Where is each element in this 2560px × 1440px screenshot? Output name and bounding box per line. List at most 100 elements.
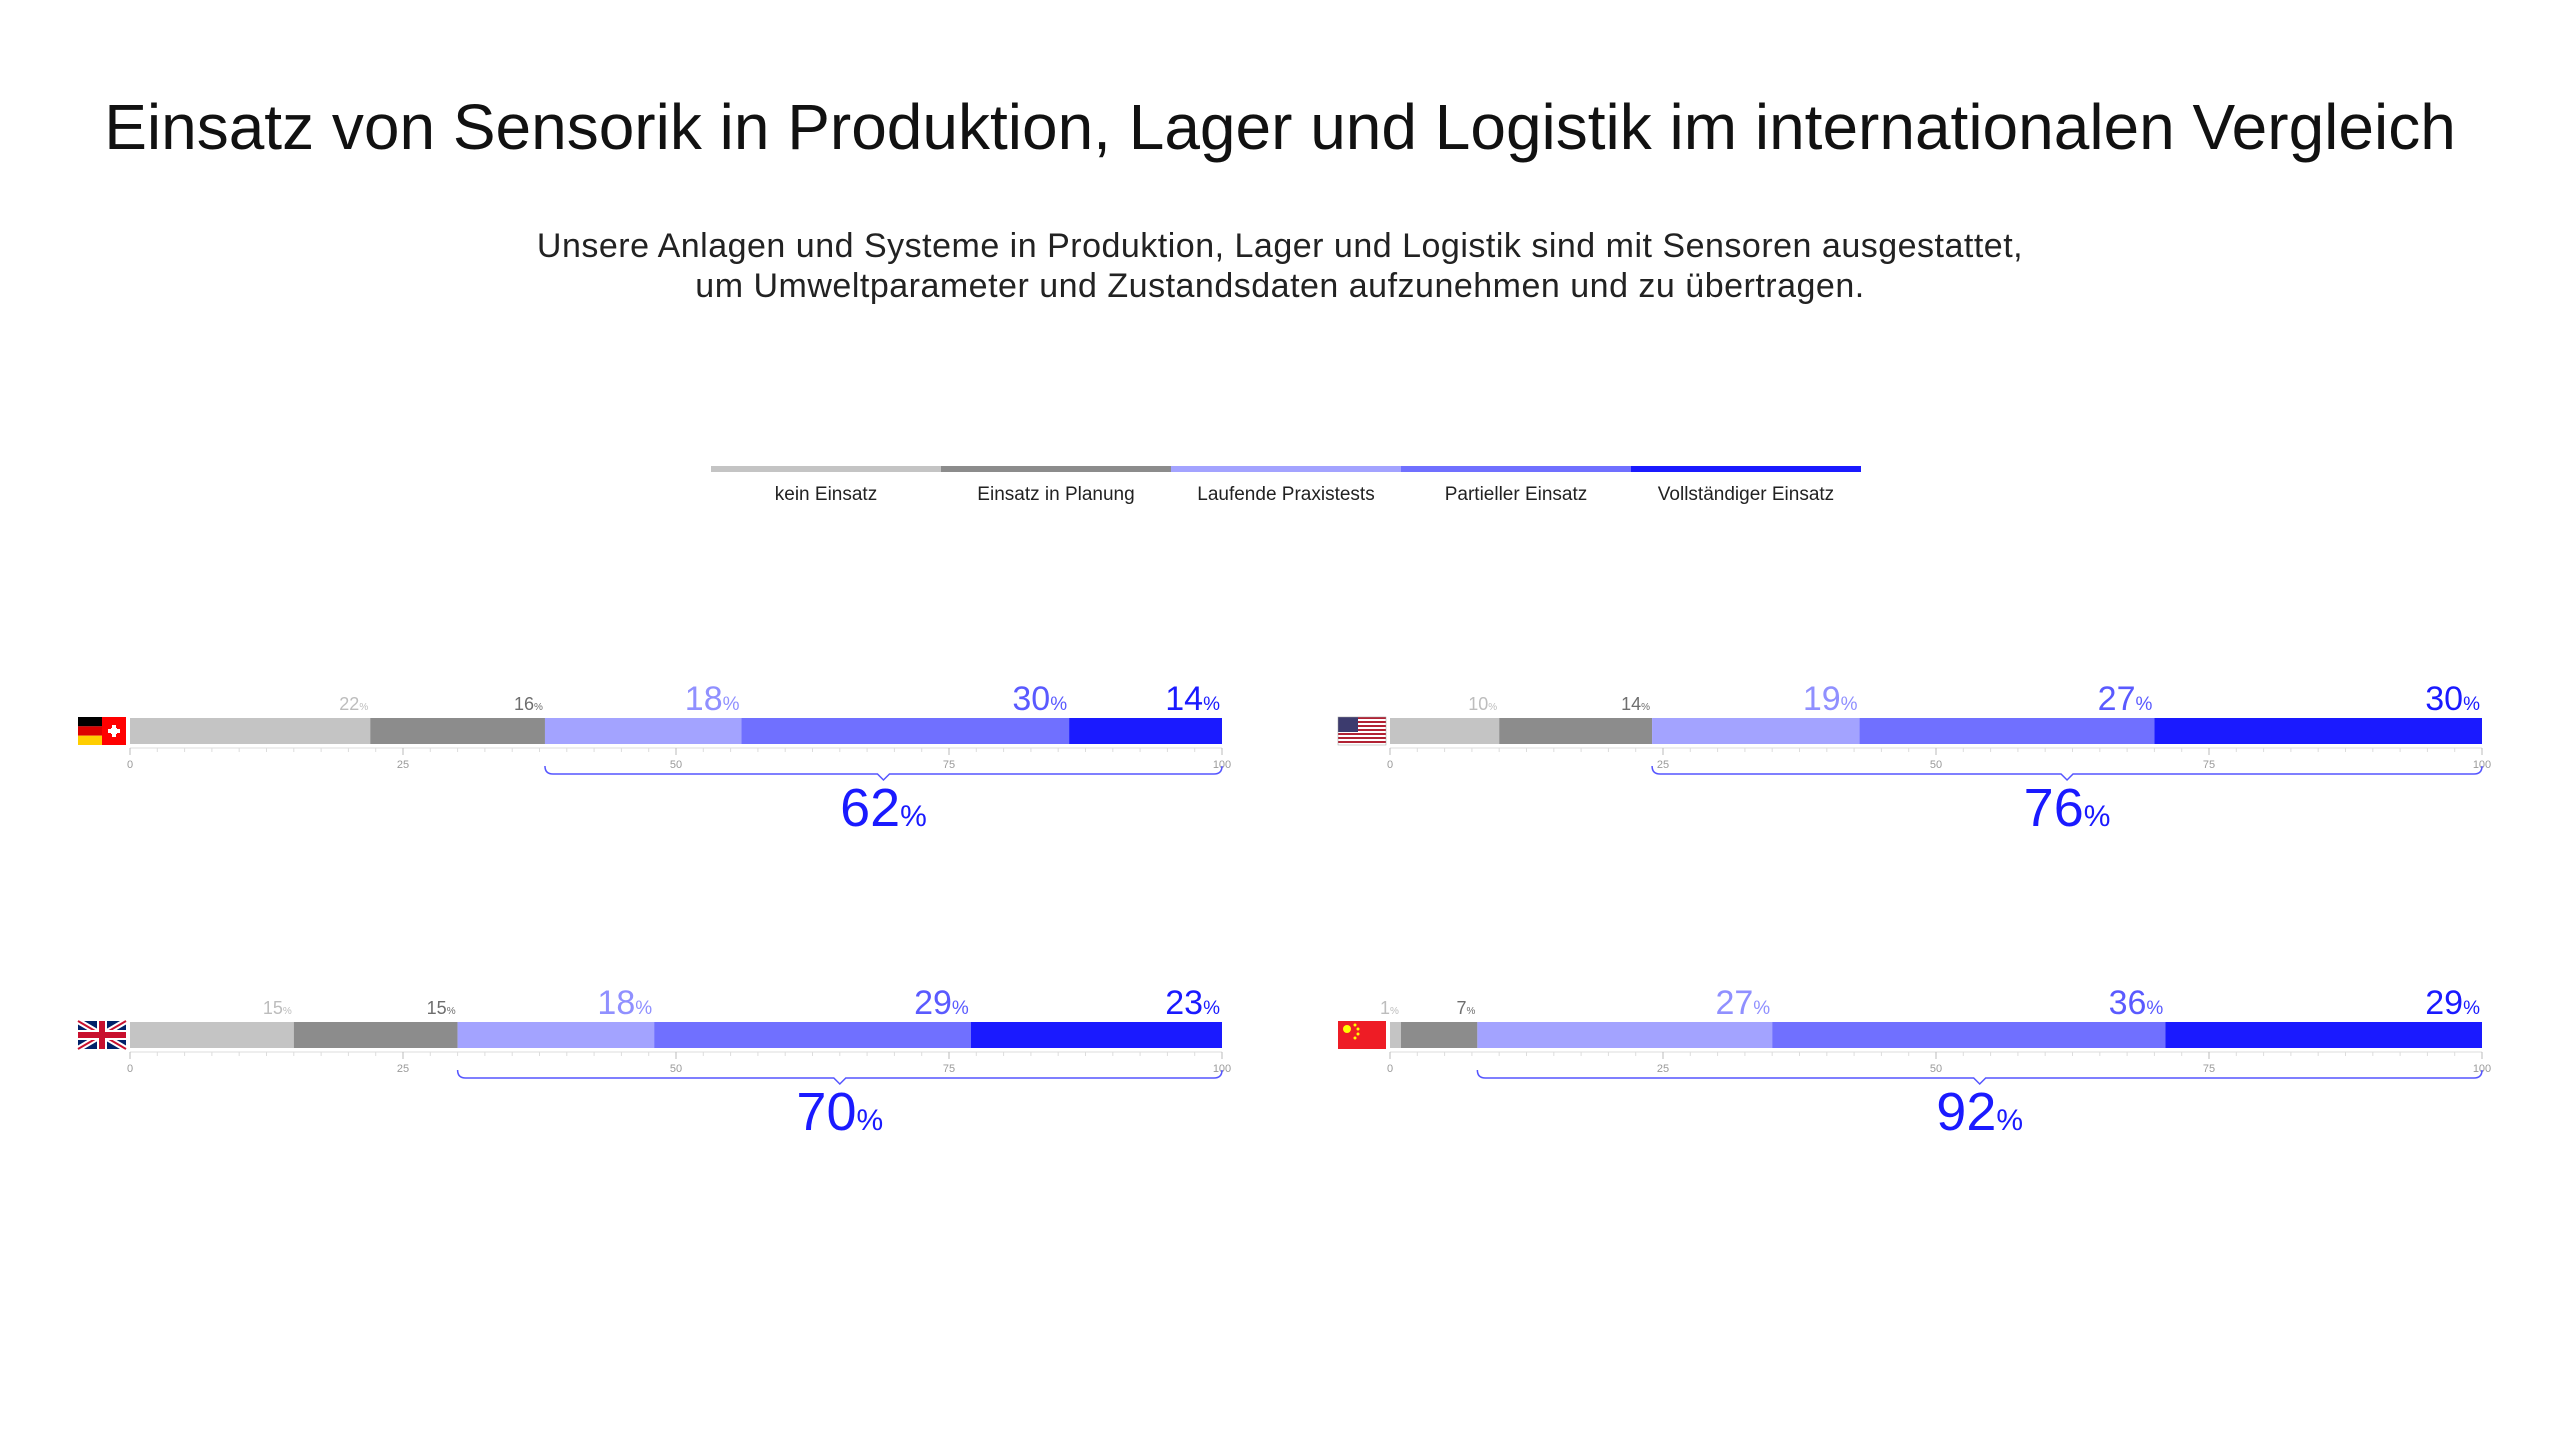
value: 29	[2425, 984, 2463, 1022]
flag-stripe	[1338, 735, 1386, 737]
percent-sign: %	[534, 702, 543, 713]
bar-segment	[293, 1022, 458, 1048]
x-tick-label: 25	[1657, 759, 1669, 771]
percent-sign: %	[2463, 694, 2480, 715]
bar-segment	[1772, 1022, 2166, 1048]
subtitle-line-1: Unsere Anlagen und Systeme in Produktion…	[536, 227, 2024, 265]
bar-segment	[1390, 1022, 1401, 1048]
x-tick-label: 25	[397, 759, 409, 771]
flag-stripe	[1338, 723, 1386, 725]
bar-segment	[2154, 718, 2482, 744]
segment-value-label: 22%	[339, 694, 368, 714]
flag-star	[1353, 1023, 1357, 1027]
legend-label: Partieller Einsatz	[1444, 484, 1588, 505]
segment-value-label: 27%	[1715, 984, 1770, 1022]
legend-item-laufende-praxistests: Laufende Praxistests	[1171, 466, 1401, 516]
x-tick-label: 25	[1657, 1063, 1669, 1075]
segment-value-label: 18%	[597, 984, 652, 1022]
value: 14	[1165, 680, 1203, 718]
bar-segment	[1652, 718, 1860, 744]
segment-value-label: 1%	[1380, 998, 1399, 1018]
percent-sign: %	[1390, 1006, 1399, 1017]
flag-star	[1353, 1036, 1357, 1040]
flag-stripe	[1338, 743, 1386, 745]
total-bracket	[1476, 1069, 2483, 1086]
legend-label: kein Einsatz	[774, 484, 878, 505]
flag-canton	[1338, 717, 1358, 732]
bar-segment	[1477, 1022, 1773, 1048]
flag-star	[1343, 1025, 1351, 1033]
bar-segment	[544, 718, 742, 744]
bar-segment	[1069, 718, 1222, 744]
value: 23	[1165, 984, 1203, 1022]
subtitle-line-2: um Umweltparameter und Zustandsdaten auf…	[695, 267, 1865, 305]
bar-segment	[654, 1022, 971, 1048]
legend: kein Einsatz Einsatz in Planung Laufende…	[711, 466, 1861, 516]
chart-subtitle: Unsere Anlagen und Systeme in Produktion…	[0, 226, 2560, 306]
bar-segment	[741, 718, 1070, 744]
bar-segment	[370, 718, 545, 744]
flag-stripe	[1338, 721, 1386, 723]
value: 19	[1803, 680, 1841, 718]
value: 62	[840, 778, 900, 838]
flag-stripe	[1338, 739, 1386, 741]
x-tick-label: 100	[2473, 1063, 2491, 1075]
x-tick-label: 100	[1213, 759, 1231, 771]
total-value-label: 62%	[840, 778, 927, 838]
percent-sign: %	[2084, 800, 2111, 833]
x-tick-label: 75	[2203, 1063, 2215, 1075]
percent-sign: %	[1488, 702, 1497, 713]
percent-sign: %	[359, 702, 368, 713]
bar-segment	[130, 718, 371, 744]
percent-sign: %	[2463, 998, 2480, 1019]
legend-swatch	[941, 466, 1171, 472]
percent-sign: %	[2146, 998, 2163, 1019]
bar-segment	[1390, 718, 1500, 744]
x-tick-label: 25	[397, 1063, 409, 1075]
x-tick-label: 50	[1930, 1063, 1942, 1075]
value: 27	[1715, 984, 1753, 1022]
percent-sign: %	[283, 1006, 292, 1017]
x-tick-label: 100	[2473, 759, 2491, 771]
value: 22	[339, 694, 359, 714]
value: 70	[796, 1082, 856, 1142]
segment-value-label: 7%	[1456, 998, 1475, 1018]
bar-segment	[970, 1022, 1222, 1048]
value: 15	[263, 998, 283, 1018]
bar-segment	[130, 1022, 294, 1048]
value: 18	[685, 680, 723, 718]
x-tick-label: 75	[943, 759, 955, 771]
percent-sign: %	[1203, 694, 1220, 715]
total-bracket	[1651, 765, 2483, 782]
percent-sign: %	[723, 694, 740, 715]
flag-cross	[112, 725, 116, 737]
x-tick-label: 75	[2203, 759, 2215, 771]
flag-stripe	[1338, 725, 1386, 727]
percent-sign: %	[2135, 694, 2152, 715]
segment-value-label: 27%	[2098, 680, 2153, 718]
segment-value-label: 14%	[1165, 680, 1220, 718]
percent-sign: %	[1466, 1006, 1475, 1017]
flag-stripe	[1338, 727, 1386, 729]
flag-stripe	[1338, 731, 1386, 733]
flag-star	[1356, 1027, 1360, 1031]
x-tick-label: 0	[1387, 1063, 1393, 1075]
legend-swatch	[1631, 466, 1861, 472]
segment-value-label: 30%	[1012, 680, 1067, 718]
value: 10	[1468, 694, 1488, 714]
legend-item-einsatz-in-planung: Einsatz in Planung	[941, 466, 1171, 516]
legend-swatch	[1401, 466, 1631, 472]
x-tick-label: 100	[1213, 1063, 1231, 1075]
segment-value-label: 10%	[1468, 694, 1497, 714]
bar-segment	[457, 1022, 655, 1048]
x-tick-label: 0	[1387, 759, 1393, 771]
x-tick-label: 50	[670, 759, 682, 771]
value: 14	[1621, 694, 1641, 714]
total-value-label: 76%	[2024, 778, 2111, 838]
value: 30	[2425, 680, 2463, 718]
